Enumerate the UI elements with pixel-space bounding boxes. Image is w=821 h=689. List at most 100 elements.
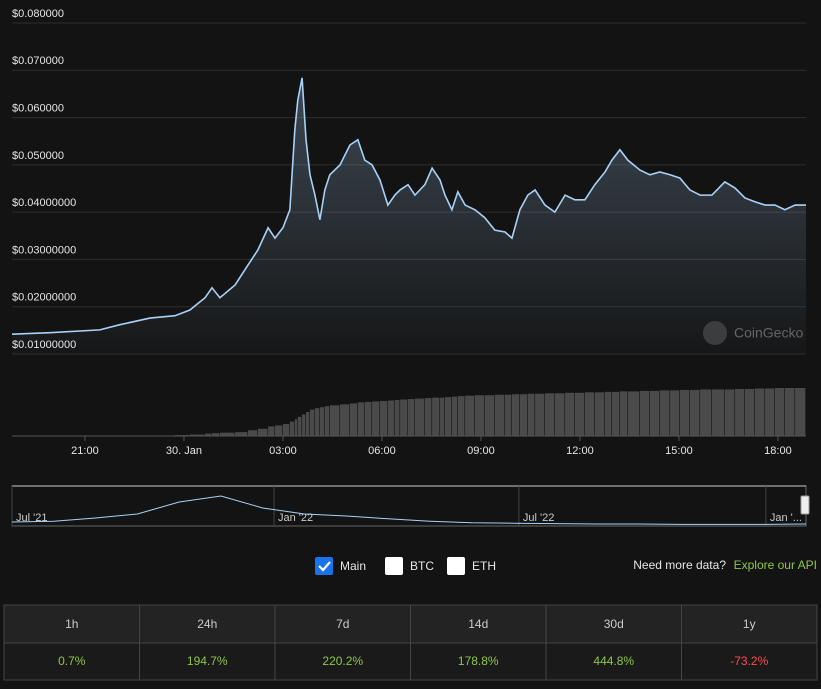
volume-bar bbox=[282, 424, 290, 436]
volume-bar bbox=[424, 398, 432, 436]
navigator-label: Jul '21 bbox=[16, 512, 47, 524]
volume-bar bbox=[364, 401, 372, 436]
checkbox-label[interactable]: BTC bbox=[410, 559, 434, 573]
volume-bar bbox=[484, 395, 495, 436]
volume-bar bbox=[611, 391, 620, 436]
volume-bar bbox=[711, 389, 725, 436]
volume-bar bbox=[219, 432, 235, 436]
watermark-text: CoinGecko bbox=[734, 325, 803, 341]
volume-bar bbox=[724, 389, 735, 436]
volume-bar bbox=[765, 388, 775, 436]
volume-bar bbox=[349, 403, 358, 436]
table-header: 7d bbox=[336, 617, 349, 631]
checkbox-label[interactable]: Main bbox=[340, 559, 366, 573]
x-tick-label: 12:00 bbox=[566, 445, 594, 457]
checkbox-label[interactable]: ETH bbox=[472, 559, 496, 573]
volume-bar bbox=[414, 398, 425, 436]
table-header: 1y bbox=[743, 617, 756, 631]
volume-bar bbox=[275, 425, 283, 436]
navigator-label: Jan '... bbox=[770, 512, 802, 524]
watermark: CoinGecko bbox=[703, 321, 803, 345]
volume-bar bbox=[594, 392, 605, 436]
volume-bar bbox=[314, 408, 320, 436]
volume-bar bbox=[494, 394, 505, 436]
volume-bar bbox=[211, 433, 220, 436]
table-cell: 444.8% bbox=[593, 654, 634, 668]
volume-bar bbox=[640, 390, 650, 436]
table-cell: -73.2% bbox=[730, 654, 768, 668]
volume-bar bbox=[527, 393, 535, 436]
y-tick-label: $0.070000 bbox=[12, 55, 64, 67]
y-tick-label: $0.080000 bbox=[12, 8, 64, 20]
checkbox[interactable] bbox=[315, 557, 333, 575]
y-tick-label: $0.060000 bbox=[12, 102, 64, 114]
volume-bar bbox=[605, 391, 612, 436]
volume-bar bbox=[319, 407, 325, 436]
volume-bar bbox=[357, 402, 365, 436]
volume-bar bbox=[649, 390, 660, 436]
table-cell: 178.8% bbox=[458, 654, 499, 668]
table-cell: 220.2% bbox=[322, 654, 363, 668]
y-tick-label: $0.02000000 bbox=[12, 292, 76, 304]
volume-bar bbox=[189, 434, 205, 436]
api-link[interactable]: Explore our API bbox=[734, 558, 817, 572]
volume-bar bbox=[689, 389, 700, 436]
volume-bar bbox=[440, 397, 445, 436]
volume-bar bbox=[511, 394, 520, 436]
table-header: 14d bbox=[468, 617, 488, 631]
volume-bar bbox=[505, 394, 512, 436]
volume-bar bbox=[247, 430, 258, 436]
volume-bar bbox=[744, 388, 755, 436]
volume-bar bbox=[340, 404, 350, 436]
volume-bar bbox=[670, 390, 680, 436]
navigator-line bbox=[11, 495, 807, 525]
api-prompt: Need more data? bbox=[633, 558, 726, 572]
volume-bar bbox=[379, 400, 388, 436]
volume-bar bbox=[700, 389, 712, 436]
price-line bbox=[11, 77, 806, 335]
volume-bar bbox=[475, 395, 485, 436]
series-toggles: Main BTC ETH bbox=[315, 557, 496, 575]
table-header: 30d bbox=[604, 617, 624, 631]
x-tick-label: 06:00 bbox=[368, 445, 396, 457]
x-tick-label: 30. Jan bbox=[166, 445, 202, 457]
volume-bar bbox=[795, 388, 806, 436]
volume-bar bbox=[444, 397, 452, 436]
navigator-handle[interactable] bbox=[800, 495, 810, 515]
volume-bar bbox=[297, 416, 302, 436]
navigator-label: Jul '22 bbox=[523, 512, 554, 524]
y-tick-label: $0.050000 bbox=[12, 150, 64, 162]
volume-bar bbox=[519, 394, 528, 436]
volume-bar bbox=[400, 399, 408, 436]
volume-bar bbox=[627, 391, 640, 436]
table-header: 1h bbox=[65, 617, 78, 631]
checkmark bbox=[318, 561, 331, 572]
volume-bar bbox=[205, 433, 212, 436]
volume-bar bbox=[432, 397, 440, 436]
volume-bar bbox=[565, 392, 575, 436]
volume-bar bbox=[235, 432, 248, 436]
table-cell: 0.7% bbox=[58, 654, 86, 668]
x-tick-label: 18:00 bbox=[764, 445, 792, 457]
volume-bar bbox=[394, 400, 400, 436]
volume-bar bbox=[309, 409, 315, 436]
volume-bar bbox=[408, 399, 415, 436]
table-header: 24h bbox=[197, 617, 217, 631]
volume-bar bbox=[584, 392, 595, 436]
checkbox[interactable] bbox=[385, 557, 403, 575]
volume-bar bbox=[257, 428, 268, 436]
y-tick-label: $0.04000000 bbox=[12, 197, 76, 209]
navigator-label: Jan '22 bbox=[278, 512, 313, 524]
volume-bar bbox=[774, 388, 785, 436]
checkbox[interactable] bbox=[447, 557, 465, 575]
x-tick-label: 03:00 bbox=[269, 445, 297, 457]
volume-bar bbox=[306, 412, 310, 436]
table-cell: 194.7% bbox=[187, 654, 228, 668]
volume-bar bbox=[289, 421, 295, 436]
volume-bar bbox=[544, 393, 555, 436]
navigator[interactable]: Jul '21 Jan '22 Jul '22 Jan '... bbox=[11, 485, 810, 527]
volume-bar bbox=[574, 392, 585, 436]
y-tick-label: $0.03000000 bbox=[12, 244, 76, 256]
